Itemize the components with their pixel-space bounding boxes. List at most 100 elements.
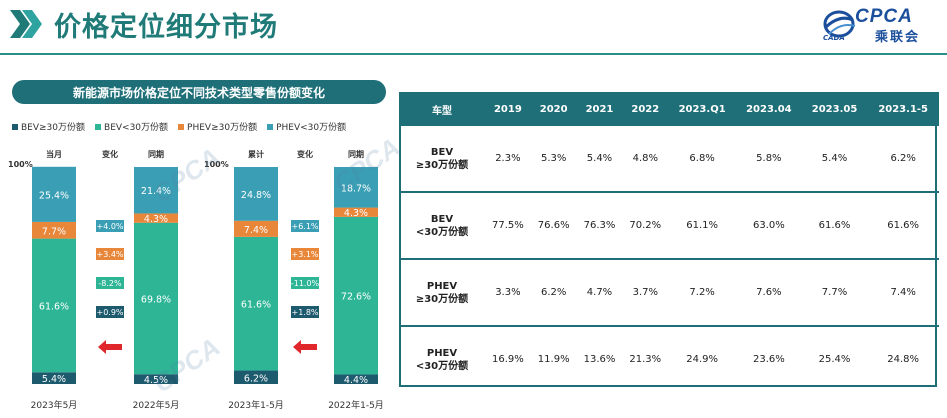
bar-segment [32,221,76,239]
data-label: 4.3% [344,208,368,219]
row-category: BEV ≥30万份额 [399,126,485,193]
legend-item: BEV<30万份额 [95,120,168,133]
change-badge [291,220,319,232]
row-category-range: ≥30万份额 [415,159,469,171]
change-header: 变化 [297,149,313,159]
legend-swatch [95,123,102,130]
bar-segment [334,167,378,208]
row-category-type: BEV [430,213,454,225]
change-badge [291,306,319,318]
table-header-cell: 2023.1-5 [867,92,939,126]
logo-sub: CADA [823,34,845,42]
data-label: 69.8% [141,295,171,306]
table-cell: 76.3% [576,192,623,260]
table-row: PHEV ≥30万份额 3.3% 6.2% 4.7% 3.7% 7.2% 7.6% 7.7% 7.… [399,259,939,327]
data-label: 25.4% [39,190,69,201]
table-header-cell: 2022 [622,92,669,126]
bar-segment [334,216,378,375]
bar-segment [334,207,378,217]
change-value: +3.4% [96,250,123,259]
legend-label: PHEV<30万份额 [276,123,347,133]
data-label: 24.8% [241,190,271,201]
change-value: +4.0% [96,222,123,231]
y-axis-100-label: 100% [204,160,229,169]
row-category: PHEV ≥30万份额 [399,259,485,327]
table-header-cell: 2023.05 [801,92,868,126]
legend-item: BEV≥30万份额 [12,120,85,133]
table-cell: 6.2% [867,126,939,193]
table-cell: 24.9% [686,354,718,365]
table-header-cell: 2023.Q1 [668,92,737,126]
table-cell: 7.7% [801,259,868,327]
row-category-type: BEV [430,146,454,158]
data-label: 4.5% [144,375,168,386]
column-header: 同期 [148,149,164,159]
table-header-cell: 2020 [530,92,577,126]
chart-legend: BEV≥30万份额 BEV<30万份额 PHEV≥30万份额 PHEV<30万份… [12,120,346,133]
change-value: +0.9% [96,308,123,317]
y-axis-100-label: 100% [8,160,33,169]
column-header: 累计 [248,149,264,159]
table-cell: 13.6% [583,354,616,365]
arrow-left-icon [98,340,122,354]
category-label: 2023年1-5月 [228,399,284,411]
bar-segment [134,213,178,223]
table-cell: 21.3% [629,354,662,365]
table-row: BEV ≥30万份额 2.3% 5.3% 5.4% 4.8% 6.8% 5.8% 5.4% 6.2… [399,126,939,193]
left-chart-panel: 新能源市场价格定位不同技术类型零售份额变化 BEV≥30万份额 BEV<30万份… [8,74,392,414]
bar-segment [234,370,278,384]
table-cell: 4.7% [576,259,623,327]
legend-item: PHEV≥30万份额 [178,120,257,133]
legend-item: PHEV<30万份额 [267,120,346,133]
table-cell: 7.6% [736,259,802,327]
table-cell: 24.8% [887,354,920,365]
row-category-range: ≥30万份额 [415,293,469,305]
bar-segment [234,236,278,371]
table-header-cell: 2019 [485,92,531,126]
row-category: PHEV <30万份额 [399,326,485,392]
row-category-type: PHEV [426,347,458,359]
change-badge [96,248,124,260]
change-value: -11.0% [291,279,320,288]
data-label: 7.7% [42,226,66,237]
table-row: PHEV <30万份额 16.9% 11.9% 13.6% 21.3% 24.9% 23.6%… [399,326,939,392]
legend-swatch [178,123,185,130]
data-label: 5.4% [42,374,66,385]
page-title: 价格定位细分市场 [54,11,278,43]
change-header: 变化 [102,149,118,159]
table-cell: 61.1% [668,192,737,260]
table-cell: 2.3% [485,126,531,193]
chart-subtitle: 新能源市场价格定位不同技术类型零售份额变化 [12,80,386,104]
category-label: 2022年1-5月 [328,399,384,411]
table-cell: 3.3% [485,259,531,327]
row-category-type: PHEV [426,280,458,292]
bar-segment [32,238,76,373]
legend-label: BEV<30万份额 [104,123,169,133]
change-value: +1.8% [291,308,318,317]
bar-segment [334,374,378,384]
table-cell: 23.6% [752,354,785,365]
table-cell: 6.2% [530,259,577,327]
table-cell: 25.4% [818,354,851,365]
bar-segment [234,167,278,221]
table-cell: 16.9% [492,354,524,365]
column-header: 同期 [348,149,364,159]
stacked-bar-chart: 100% 100% 当月 5.4% 61.6% 7.7% 25.4% 2023年5月 同期 4.5… [8,149,384,411]
bar-segment [32,372,76,384]
table-cell: 7.2% [668,259,737,327]
legend-swatch [12,123,18,130]
change-badge [96,277,124,289]
bar-segment [134,374,178,384]
table-cell: 63.0% [736,192,802,260]
header-divider [0,53,947,55]
legend-label: PHEV≥30万份额 [187,123,258,133]
table-cell: 5.4% [801,126,868,193]
table-header-cell: 车型 [399,92,485,126]
table-cell: 7.4% [867,259,939,327]
row-category-range: <30万份额 [415,226,469,238]
logo-text: CPCA [855,6,913,27]
bar-segment [134,167,178,214]
row-category: BEV <30万份额 [399,192,485,260]
table-cell: 5.4% [576,126,623,193]
table-cell: 70.2% [622,192,669,260]
